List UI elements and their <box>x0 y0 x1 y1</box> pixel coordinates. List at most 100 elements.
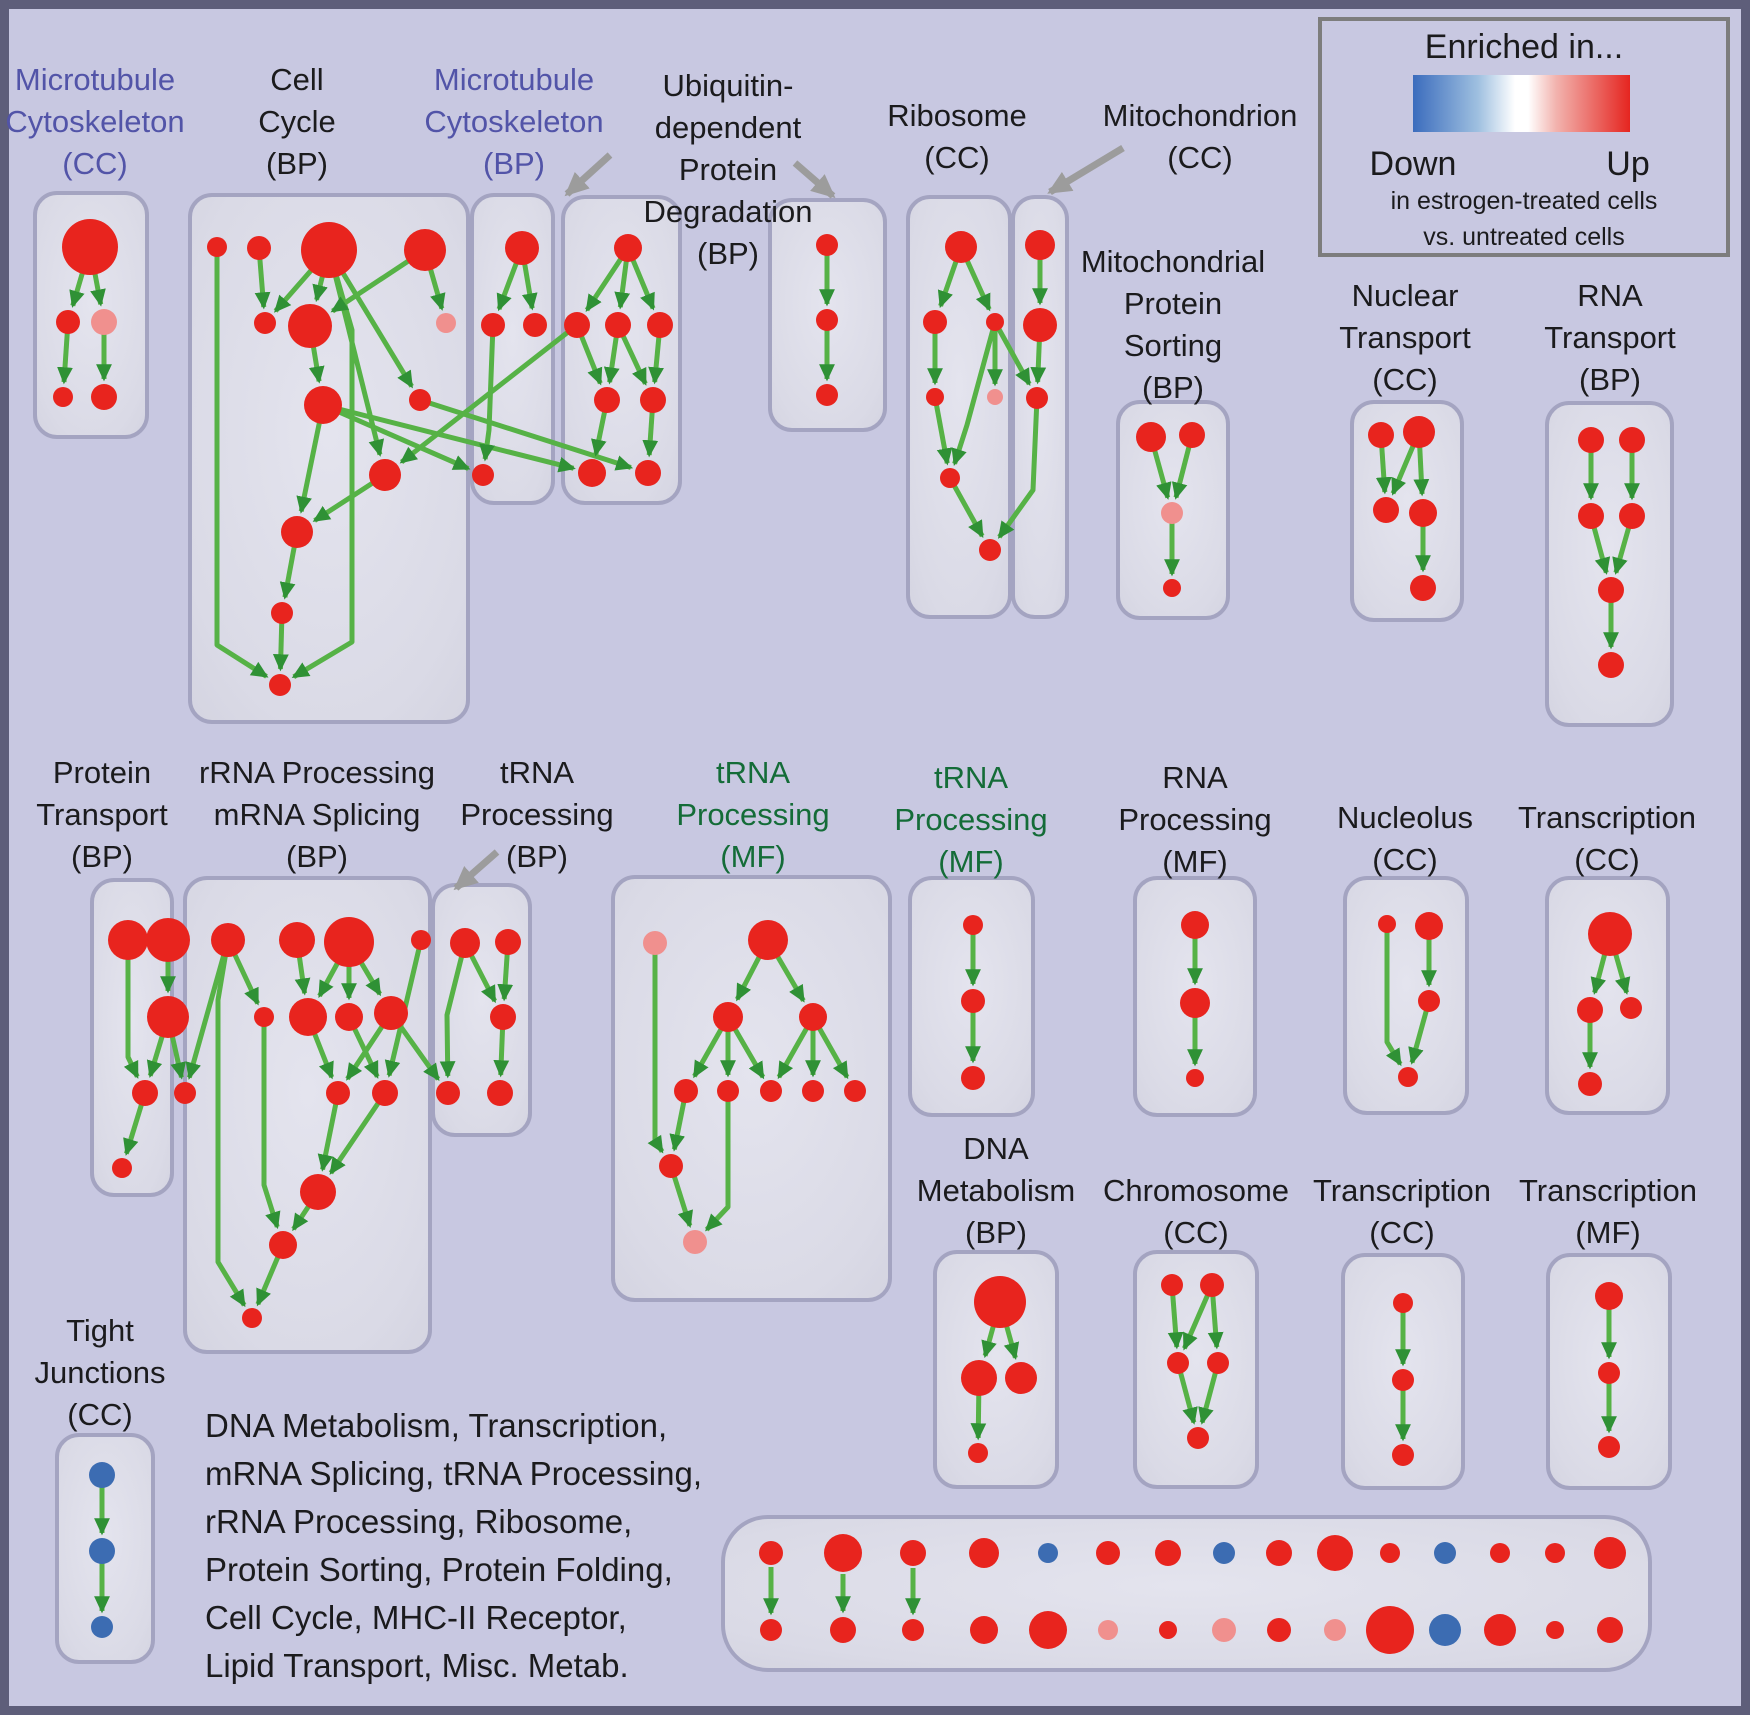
go-term-node-f3[interactable] <box>1598 1436 1620 1458</box>
go-term-node-misc-bottom-10[interactable] <box>1324 1619 1346 1641</box>
go-term-node-p1[interactable] <box>1578 427 1604 453</box>
go-term-node-nu2[interactable] <box>1415 912 1443 940</box>
go-term-node-misc-bottom-4[interactable] <box>970 1616 998 1644</box>
go-term-node-u6[interactable] <box>640 387 666 413</box>
go-term-node-t1[interactable] <box>1025 230 1055 260</box>
go-term-node-n5[interactable] <box>1410 575 1436 601</box>
go-term-node-misc-bottom-2[interactable] <box>830 1617 856 1643</box>
go-term-node-a5[interactable] <box>91 384 117 410</box>
go-term-node-pt6[interactable] <box>112 1158 132 1178</box>
go-term-node-b7[interactable] <box>979 539 1001 561</box>
go-term-node-w2[interactable] <box>1180 988 1210 1018</box>
go-term-node-u4[interactable] <box>647 312 673 338</box>
go-term-node-m11[interactable] <box>683 1230 707 1254</box>
go-term-node-v3[interactable] <box>816 384 838 406</box>
go-term-node-v2[interactable] <box>816 309 838 331</box>
go-term-node-n1[interactable] <box>1368 422 1394 448</box>
go-term-node-b4[interactable] <box>926 388 944 406</box>
go-term-node-misc-top-12[interactable] <box>1434 1542 1456 1564</box>
go-term-node-misc-top-7[interactable] <box>1155 1540 1181 1566</box>
go-term-node-u3[interactable] <box>605 312 631 338</box>
go-term-node-f1[interactable] <box>1595 1282 1623 1310</box>
go-term-node-misc-top-10[interactable] <box>1317 1535 1353 1571</box>
go-term-node-tc3[interactable] <box>1620 997 1642 1019</box>
go-term-node-g2[interactable] <box>1392 1369 1414 1391</box>
go-term-node-q1[interactable] <box>963 915 983 935</box>
go-term-node-tb4[interactable] <box>436 1081 460 1105</box>
go-term-node-r11[interactable] <box>300 1174 336 1210</box>
go-term-node-c7[interactable] <box>436 313 456 333</box>
go-term-node-c10[interactable] <box>369 459 401 491</box>
go-term-node-pt4[interactable] <box>132 1080 158 1106</box>
go-term-node-d3[interactable] <box>1005 1362 1037 1394</box>
go-term-node-r8[interactable] <box>374 996 408 1030</box>
go-term-node-m2[interactable] <box>748 920 788 960</box>
go-term-node-mb4[interactable] <box>472 464 494 486</box>
go-term-node-r3[interactable] <box>324 917 374 967</box>
go-term-node-misc-bottom-7[interactable] <box>1159 1621 1177 1639</box>
go-term-node-u5[interactable] <box>594 387 620 413</box>
go-term-node-p6[interactable] <box>1598 652 1624 678</box>
go-term-node-h3[interactable] <box>1167 1352 1189 1374</box>
go-term-node-p5[interactable] <box>1598 577 1624 603</box>
go-term-node-tc2[interactable] <box>1577 997 1603 1023</box>
go-term-node-misc-top-8[interactable] <box>1213 1542 1235 1564</box>
go-term-node-mb1[interactable] <box>505 231 539 265</box>
go-term-node-h1[interactable] <box>1161 1274 1183 1296</box>
go-term-node-r9[interactable] <box>326 1081 350 1105</box>
go-term-node-misc-top-15[interactable] <box>1594 1537 1626 1569</box>
go-term-node-tb1[interactable] <box>450 928 480 958</box>
go-term-node-s4[interactable] <box>1163 579 1181 597</box>
go-term-node-tb3[interactable] <box>490 1004 516 1030</box>
go-term-node-tb5[interactable] <box>487 1080 513 1106</box>
go-term-node-w3[interactable] <box>1186 1069 1204 1087</box>
go-term-node-u7[interactable] <box>578 459 606 487</box>
go-term-node-n3[interactable] <box>1373 497 1399 523</box>
go-term-node-h2[interactable] <box>1200 1273 1224 1297</box>
go-term-node-p2[interactable] <box>1619 427 1645 453</box>
go-term-node-c2[interactable] <box>247 236 271 260</box>
go-term-node-a3[interactable] <box>91 309 117 335</box>
go-term-node-misc-top-1[interactable] <box>759 1541 783 1565</box>
go-term-node-n4[interactable] <box>1409 499 1437 527</box>
go-term-node-misc-bottom-8[interactable] <box>1212 1618 1236 1642</box>
go-term-node-misc-top-5[interactable] <box>1038 1543 1058 1563</box>
go-term-node-a2[interactable] <box>56 310 80 334</box>
go-term-node-m6[interactable] <box>717 1080 739 1102</box>
go-term-node-pt3[interactable] <box>147 996 189 1038</box>
go-term-node-misc-top-6[interactable] <box>1096 1541 1120 1565</box>
go-term-node-a4[interactable] <box>53 387 73 407</box>
go-term-node-misc-top-3[interactable] <box>900 1540 926 1566</box>
go-term-node-mb2[interactable] <box>481 313 505 337</box>
go-term-node-n2[interactable] <box>1403 416 1435 448</box>
go-term-node-s2[interactable] <box>1179 422 1205 448</box>
go-term-node-misc-bottom-5[interactable] <box>1029 1611 1067 1649</box>
go-term-node-c3[interactable] <box>301 222 357 278</box>
go-term-node-r12[interactable] <box>269 1231 297 1259</box>
go-term-node-misc-bottom-3[interactable] <box>902 1619 924 1641</box>
go-term-node-m4[interactable] <box>799 1003 827 1031</box>
go-term-node-r13[interactable] <box>242 1308 262 1328</box>
go-term-node-nu3[interactable] <box>1418 990 1440 1012</box>
go-term-node-q2[interactable] <box>961 989 985 1013</box>
go-term-node-m7[interactable] <box>760 1080 782 1102</box>
go-term-node-a1[interactable] <box>62 219 118 275</box>
go-term-node-pt1[interactable] <box>108 920 148 960</box>
go-term-node-g3[interactable] <box>1392 1444 1414 1466</box>
go-term-node-f2[interactable] <box>1598 1362 1620 1384</box>
go-term-node-misc-top-4[interactable] <box>969 1538 999 1568</box>
go-term-node-b2[interactable] <box>923 310 947 334</box>
go-term-node-misc-bottom-11[interactable] <box>1366 1606 1414 1654</box>
go-term-node-pt2[interactable] <box>146 918 190 962</box>
go-term-node-j1[interactable] <box>89 1462 115 1488</box>
go-term-node-misc-top-13[interactable] <box>1490 1543 1510 1563</box>
go-term-node-misc-bottom-14[interactable] <box>1546 1621 1564 1639</box>
go-term-node-q3[interactable] <box>961 1066 985 1090</box>
go-term-node-m10[interactable] <box>659 1154 683 1178</box>
go-term-node-d2[interactable] <box>961 1360 997 1396</box>
go-term-node-r2[interactable] <box>279 922 315 958</box>
go-term-node-u1[interactable] <box>614 234 642 262</box>
go-term-node-misc-top-11[interactable] <box>1380 1543 1400 1563</box>
go-term-node-h5[interactable] <box>1187 1427 1209 1449</box>
go-term-node-c12[interactable] <box>271 602 293 624</box>
